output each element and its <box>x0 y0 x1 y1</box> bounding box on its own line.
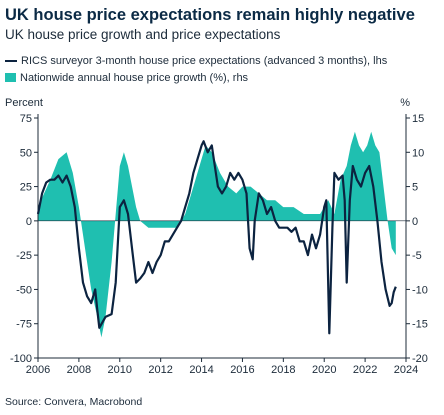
y-tick-label-right: -10 <box>412 284 428 296</box>
y-tick-label-left: 50 <box>20 147 32 159</box>
y-tick-label-left: -25 <box>16 250 32 262</box>
y-axis-label-right: % <box>400 97 410 109</box>
legend: RICS surveyor 3-month house price expect… <box>5 52 387 86</box>
legend-item-nationwide: Nationwide annual house price growth (%)… <box>5 69 387 86</box>
legend-item-rics: RICS surveyor 3-month house price expect… <box>5 52 387 69</box>
chart-subtitle: UK house price growth and price expectat… <box>5 27 281 42</box>
nationwide-area <box>38 131 396 338</box>
x-tick-label: 2020 <box>312 364 336 376</box>
y-tick-label-right: 0 <box>412 216 418 228</box>
y-tick-label-left: 75 <box>20 113 32 125</box>
y-tick-label-left: -100 <box>10 353 32 365</box>
x-tick-label: 2018 <box>271 364 295 376</box>
legend-swatch-rics <box>5 59 17 62</box>
y-tick-label-right: 10 <box>412 147 424 159</box>
source-note: Source: Convera, Macrobond <box>5 396 143 408</box>
legend-label-rics: RICS surveyor 3-month house price expect… <box>21 54 388 67</box>
y-tick-label-left: 0 <box>26 216 32 228</box>
x-tick-label: 2012 <box>148 364 172 376</box>
x-tick-label: 2006 <box>26 364 50 376</box>
chart-title: UK house price expectations remain highl… <box>5 6 415 24</box>
x-tick-label: 2014 <box>189 364 213 376</box>
x-tick-label: 2008 <box>67 364 91 376</box>
rics-line <box>36 140 397 335</box>
y-tick-label-right: -5 <box>412 250 422 262</box>
y-tick-label-right: 15 <box>412 113 424 125</box>
legend-label-nationwide: Nationwide annual house price growth (%)… <box>20 71 249 84</box>
y-tick-label-left: -75 <box>16 319 32 331</box>
y-tick-label-right: -20 <box>412 353 428 365</box>
x-tick-label: 2022 <box>353 364 377 376</box>
x-tick-label: 2010 <box>108 364 132 376</box>
y-tick-label-left: -50 <box>16 284 32 296</box>
legend-swatch-nationwide <box>5 73 16 82</box>
y-tick-label-right: -15 <box>412 319 428 331</box>
y-tick-label-right: 5 <box>412 182 418 194</box>
x-tick-label: 2024 <box>394 364 418 376</box>
x-tick-label: 2016 <box>230 364 254 376</box>
y-axis-label-left: Percent <box>5 97 43 109</box>
y-tick-label-left: 25 <box>20 182 32 194</box>
